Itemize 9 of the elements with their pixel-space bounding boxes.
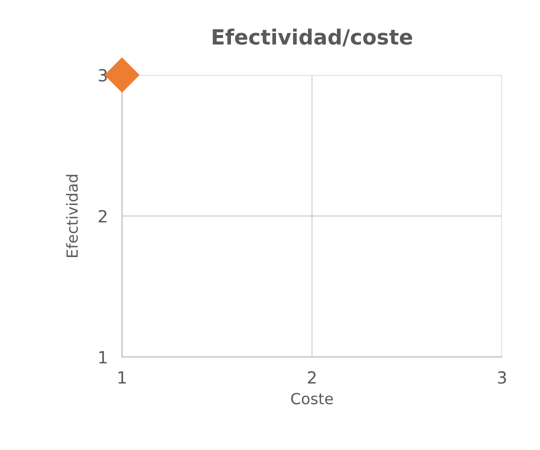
y-tick-label: 2 (98, 210, 106, 222)
y-tick-label: 1 (99, 351, 107, 364)
x-tick-label: 2 (308, 371, 316, 384)
x-axis-title: Coste (291, 392, 333, 404)
chart-title: Efectividad/coste (212, 28, 412, 46)
y-axis-title: Efectividad (66, 174, 78, 258)
y-tick-label: 3 (98, 68, 107, 82)
x-tick-label: 1 (118, 371, 126, 384)
x-tick-label: 3 (498, 371, 506, 384)
